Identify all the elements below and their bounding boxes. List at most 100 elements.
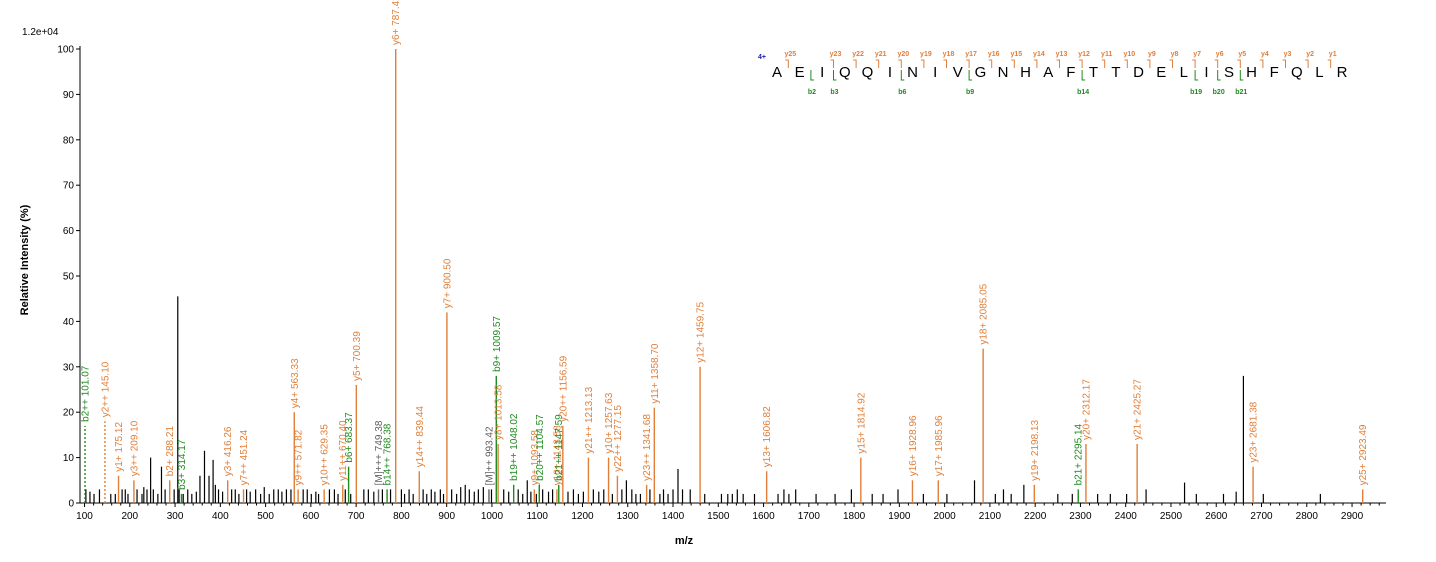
- y-tick-label: 30: [63, 362, 75, 373]
- peak-label: y11+ 1358.70: [650, 343, 661, 404]
- peak-label: y10+ 1143.58: [552, 425, 563, 486]
- x-tick-label: 1800: [843, 511, 866, 522]
- peak-label: y25+ 2923.49: [1358, 424, 1369, 485]
- sequence-residue: E: [1156, 64, 1166, 81]
- peak-label: y11++ 670.40: [338, 420, 349, 481]
- y-ion-bracket: [1033, 59, 1038, 68]
- b-ion-bracket: [833, 70, 837, 81]
- y-tick-label: 20: [63, 408, 75, 419]
- peak-label: y1+ 175.12: [114, 422, 125, 472]
- x-tick-label: 1100: [526, 511, 548, 522]
- y-ion-bracket: [1327, 59, 1332, 68]
- peak-label: [M]+++ 749.38: [374, 420, 385, 485]
- y-tick-label: 40: [63, 317, 75, 328]
- peak-label: y15+ 1814.92: [856, 392, 867, 453]
- peak-label: y9+ 1093.58: [530, 430, 541, 486]
- y-ion-marker: y16: [988, 51, 1000, 58]
- x-tick-label: 2100: [979, 511, 1002, 522]
- b-ion-marker: b2: [808, 89, 816, 96]
- y-ion-marker: y2: [1306, 51, 1314, 58]
- y-ion-bracket: [1305, 59, 1309, 68]
- b-ion-marker: b20: [1213, 89, 1225, 96]
- sequence-residue: L: [1180, 64, 1188, 81]
- peak-label: b3+ 314.17: [177, 439, 188, 490]
- y-ion-bracket: [943, 59, 947, 68]
- x-tick-label: 2300: [1069, 511, 1092, 522]
- peak-label: y16+ 1928.96: [908, 415, 919, 476]
- y-ion-bracket: [1169, 59, 1173, 68]
- x-tick-label: 2000: [934, 511, 957, 522]
- sequence-residue: A: [772, 64, 782, 81]
- y-ion-bracket: [830, 59, 834, 68]
- peaks: [84, 49, 1364, 503]
- sequence-residue: T: [1089, 64, 1098, 81]
- b-ion-marker: b19: [1190, 89, 1202, 96]
- y-ion-bracket: [1192, 59, 1196, 68]
- peak-label: y2++ 145.10: [100, 361, 111, 417]
- sequence-residue: R: [1337, 64, 1348, 81]
- y-ion-bracket: [1214, 59, 1219, 68]
- y-ion-marker: y13: [1056, 51, 1068, 58]
- y-ion-marker: y10: [1123, 51, 1135, 58]
- peak-label: y6+ 787.42: [391, 0, 402, 45]
- sequence-residue: A: [1043, 64, 1053, 81]
- y-ion-marker: y15: [1010, 51, 1022, 58]
- y-ion-marker: y23: [830, 51, 842, 58]
- y-ion-marker: y7: [1193, 51, 1201, 58]
- peak-label: b6+ 683.37: [344, 412, 355, 463]
- sequence-residue: G: [975, 64, 987, 81]
- peak-label: b19++ 1048.02: [509, 413, 520, 481]
- axis-ticks: 0 10 20 30 40 50 60 70 80 90 100 100 200 300 400 500 600…: [57, 45, 1380, 522]
- peak-label: y13+ 1606.82: [762, 406, 773, 467]
- peak-label: y23+ 2681.38: [1249, 401, 1260, 462]
- sequence-residue: Q: [862, 64, 874, 81]
- y-ion-bracket: [1282, 59, 1286, 68]
- y-ion-bracket: [898, 59, 902, 68]
- peak-label: y5+ 700.39: [352, 331, 363, 381]
- b-ion-bracket: [900, 70, 905, 81]
- x-tick-label: 1000: [481, 511, 504, 522]
- y-tick-label: 50: [63, 272, 75, 283]
- y-tick-label: 90: [63, 90, 75, 101]
- sequence-residue: I: [820, 64, 824, 81]
- sequence-residue: N: [907, 64, 918, 81]
- peak-label: y21++ 1213.13: [584, 386, 595, 453]
- peak-label: y3+ 416.26: [223, 426, 234, 476]
- y-ion-marker: y4: [1261, 51, 1269, 58]
- y-tick-label: 10: [63, 453, 75, 464]
- peak-label: y17+ 1985.96: [934, 415, 945, 476]
- peak-label: y14++ 839.44: [415, 406, 426, 468]
- y-ion-marker: y21: [875, 51, 887, 58]
- sequence-residue: F: [1066, 64, 1075, 81]
- peak-label: y10++ 629.35: [320, 424, 331, 486]
- b-ion-marker: b3: [830, 89, 838, 96]
- y-ion-marker: y18: [943, 51, 955, 58]
- sequence-residue: N: [998, 64, 1009, 81]
- peak-label: b2+ 288.21: [165, 426, 176, 477]
- axes: [79, 46, 1386, 504]
- x-tick-label: 600: [303, 511, 320, 522]
- peak-label: [M]++ 993.42: [484, 426, 495, 485]
- x-tick-label: 1600: [752, 511, 775, 522]
- sequence-residue: D: [1133, 64, 1144, 81]
- y-axis-title: Relative Intensity (%): [19, 204, 31, 315]
- peak-label: y8+ 1013.58: [494, 384, 505, 440]
- sequence-residue: T: [1111, 64, 1120, 81]
- y-ion-marker: y22: [852, 51, 864, 58]
- y-ion-bracket: [1237, 59, 1241, 68]
- peak-label: y23++ 1341.68: [642, 414, 653, 481]
- sequence-residue: V: [953, 64, 963, 81]
- y-ion-bracket: [966, 59, 970, 68]
- y-ion-bracket: [785, 59, 789, 68]
- b-ion-marker: b6: [898, 89, 906, 96]
- peak-label: b21++ 1147.59: [554, 414, 565, 481]
- y-ion-marker: y5: [1238, 51, 1246, 58]
- peak-label: y7+ 900.50: [442, 258, 453, 308]
- x-tick-label: 800: [393, 511, 410, 522]
- b-ion-bracket: [1194, 70, 1199, 81]
- y-ion-bracket: [853, 59, 857, 68]
- sequence-residue: F: [1270, 64, 1279, 81]
- b-ion-bracket: [1217, 70, 1221, 81]
- peak-label: y20++ 1156.59: [558, 355, 569, 421]
